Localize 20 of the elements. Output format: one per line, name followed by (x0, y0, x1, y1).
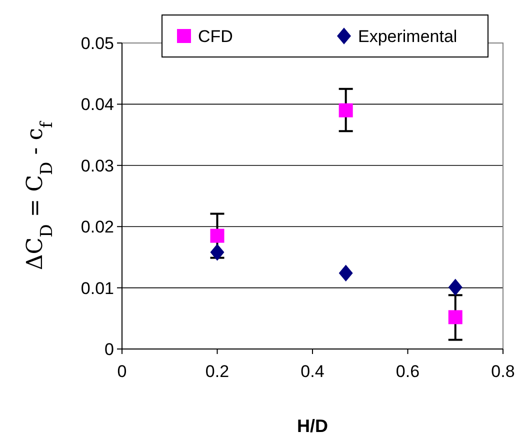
x-axis-title: H/D (297, 416, 328, 436)
point (338, 103, 353, 118)
x-tick-label: 0.4 (300, 362, 324, 381)
x-tick-label: 0.2 (205, 362, 230, 381)
point (210, 228, 224, 243)
y-tick-label: 0.01 (80, 278, 114, 298)
y-tick-label: 0.02 (80, 218, 114, 237)
y-tick-label: 0.03 (80, 156, 114, 176)
y-tick-label: 0.04 (80, 95, 114, 114)
legend-label: CFD (198, 26, 233, 46)
point (210, 244, 224, 261)
x-tick-label: 0 (117, 362, 127, 381)
x-tick-label: 0.6 (396, 362, 420, 381)
y-tick-label: 0.05 (80, 34, 114, 53)
point (338, 264, 353, 282)
point (448, 278, 462, 296)
point (448, 310, 462, 324)
legend-label: Experimental (358, 26, 458, 46)
x-tick-label: 0.8 (491, 362, 515, 381)
y-tick-label: 0 (104, 340, 114, 359)
